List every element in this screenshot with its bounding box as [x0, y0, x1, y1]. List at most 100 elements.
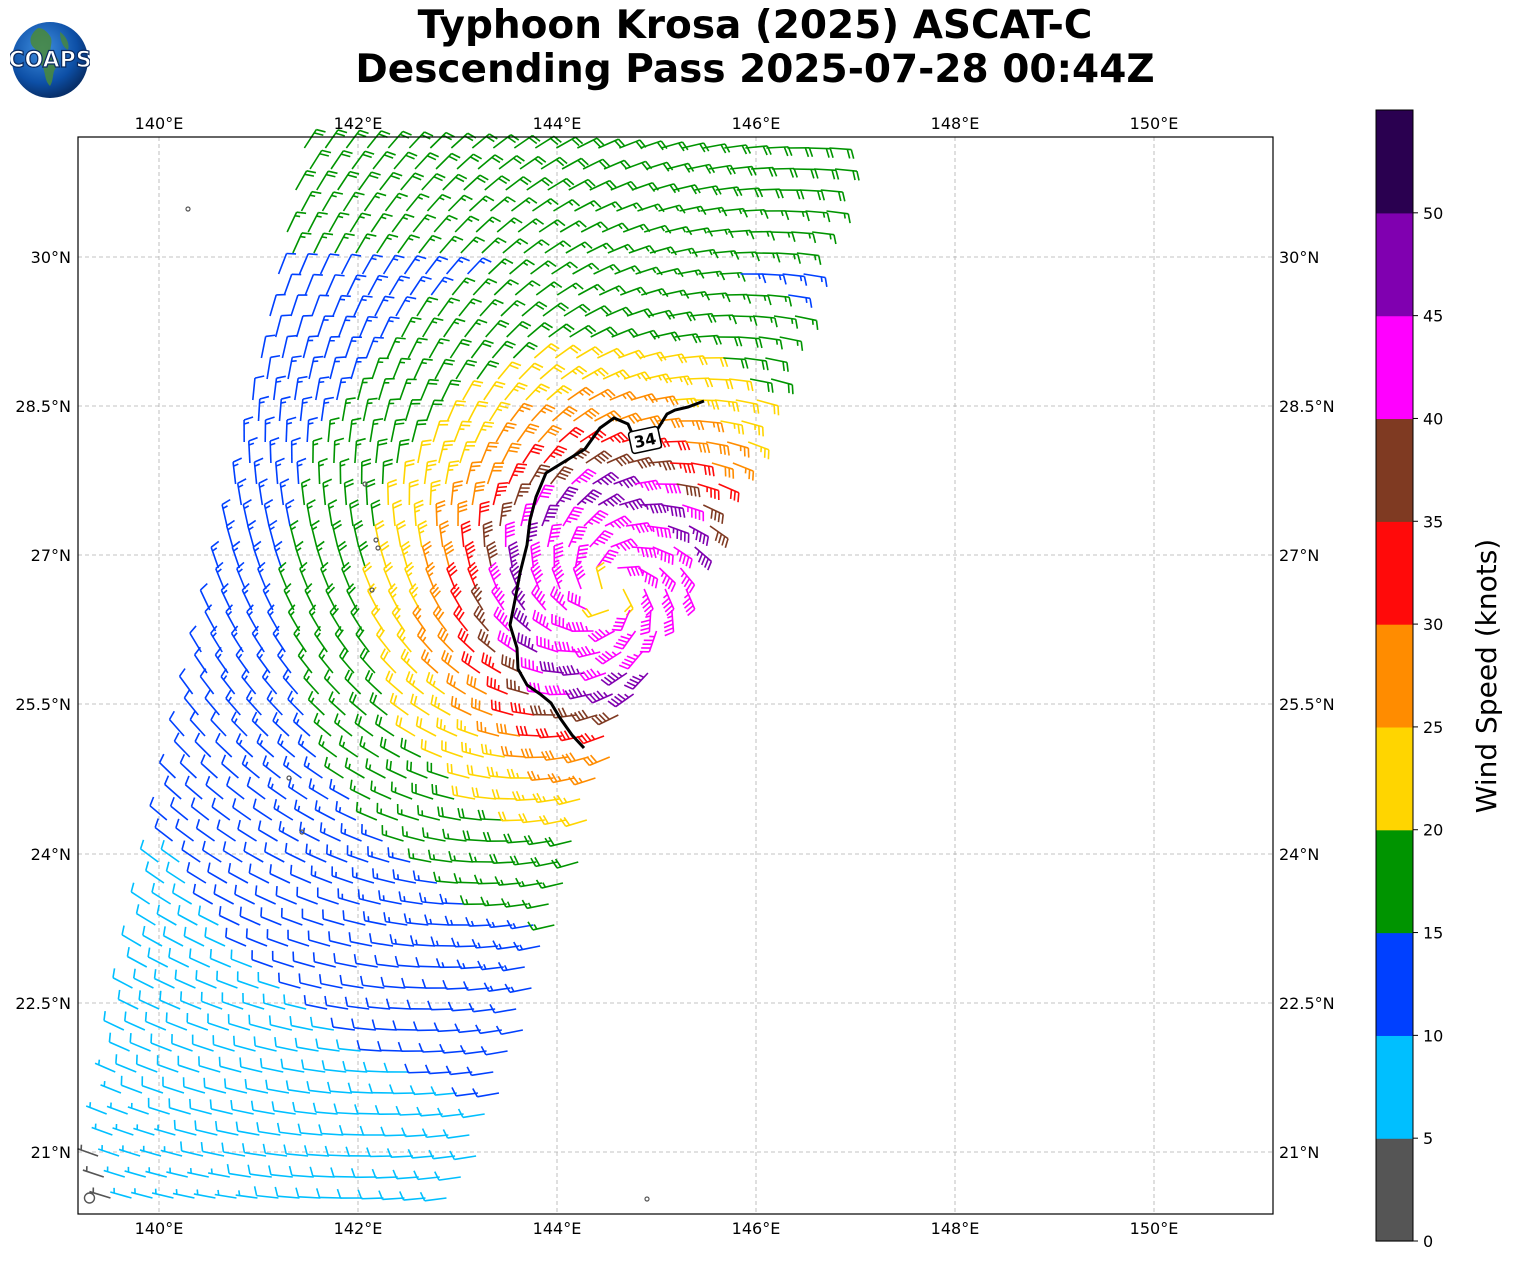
- wind-barb: [280, 1058, 305, 1073]
- wind-barb: [138, 990, 160, 1010]
- wind-barb: [276, 1122, 302, 1136]
- wind-barb: [241, 754, 260, 779]
- wind-barb: [289, 864, 312, 884]
- wind-barb: [320, 396, 335, 422]
- wind-barb: [592, 471, 620, 486]
- wind-barb: [303, 128, 326, 149]
- wind-barb: [338, 735, 359, 758]
- wind-barb: [708, 378, 734, 390]
- wind-barb: [330, 1167, 356, 1178]
- colorbar-segment: [1376, 315, 1413, 420]
- colorbar-tick-label: 45: [1423, 307, 1443, 326]
- wind-barb: [587, 628, 615, 643]
- wind-barb: [200, 991, 223, 1010]
- wind-barb: [273, 540, 283, 569]
- wind-barb: [491, 583, 505, 611]
- wind-barb: [796, 252, 822, 265]
- wind-barb: [480, 743, 505, 758]
- wind-barb: [661, 588, 675, 617]
- wind-barb: [127, 1102, 149, 1115]
- wind-barb: [209, 948, 232, 968]
- wind-barb: [292, 951, 315, 968]
- wind-barb: [170, 796, 189, 821]
- wind-barb: [731, 315, 758, 326]
- wind-barb: [485, 918, 513, 929]
- wind-barb: [279, 478, 290, 506]
- wind-barb: [567, 590, 589, 611]
- wind-barb: [225, 689, 241, 716]
- wind-barb: [465, 916, 492, 927]
- wind-barb: [281, 334, 297, 359]
- wind-barb: [130, 1188, 153, 1199]
- wind-barb: [649, 246, 678, 256]
- wind-barb: [201, 840, 222, 863]
- wind-barb: [369, 417, 384, 443]
- wind-barb: [389, 692, 409, 716]
- wind-barb: [726, 441, 750, 458]
- wind-barb: [429, 583, 442, 611]
- wind-barb: [266, 354, 281, 380]
- wind-barb: [400, 316, 422, 338]
- wind-barb: [555, 486, 579, 506]
- wind-barb: [336, 376, 352, 401]
- wind-barb: [470, 583, 484, 611]
- colorbar-label: Wind Speed (knots): [1470, 539, 1503, 813]
- wind-barb: [345, 129, 369, 149]
- wind-barb: [547, 177, 575, 191]
- wind-barb: [424, 914, 450, 926]
- wind-barb: [520, 748, 547, 759]
- wind-barb: [158, 753, 176, 779]
- wind-barb: [103, 1011, 125, 1031]
- wind-barb: [284, 499, 295, 527]
- wind-barb: [350, 1168, 377, 1179]
- wind-barb: [324, 756, 344, 779]
- wind-barb: [275, 886, 297, 905]
- wind-barb: [413, 1170, 440, 1181]
- wind-barb: [419, 1191, 447, 1202]
- wind-barb: [395, 296, 417, 317]
- wind-barb: [707, 228, 734, 239]
- wind-barb: [325, 274, 345, 296]
- wind-barb: [485, 319, 510, 338]
- island: [286, 775, 292, 781]
- wind-barb: [421, 1128, 449, 1139]
- wind-barb: [154, 1124, 176, 1136]
- wind-barb: [236, 561, 246, 590]
- wind-barb: [634, 479, 662, 492]
- wind-barb: [327, 417, 340, 443]
- wind-barb: [262, 755, 281, 779]
- wind-barb: [339, 458, 350, 485]
- wind-barb: [216, 819, 236, 842]
- wind-barb: [540, 156, 568, 170]
- wind-barb: [239, 1057, 263, 1073]
- wind-barb: [582, 754, 611, 767]
- wind-barb: [278, 820, 299, 842]
- wind-barb: [221, 1142, 246, 1157]
- wind-barb: [300, 190, 322, 212]
- wind-barb: [336, 540, 348, 569]
- wind-barb: [460, 520, 472, 548]
- wind-barb: [171, 883, 193, 905]
- wind-barb: [446, 400, 466, 422]
- wind-barb: [526, 176, 553, 191]
- wind-barb: [416, 805, 441, 821]
- wind-barb: [450, 480, 463, 506]
- lon-label-bottom: 148°E: [931, 1219, 980, 1238]
- wind-barb: [570, 709, 598, 723]
- wind-barb: [100, 1081, 122, 1094]
- wind-barb: [416, 626, 433, 653]
- wind-barb: [453, 420, 472, 443]
- wind-barb: [561, 752, 589, 764]
- wind-barb: [306, 1081, 332, 1094]
- wind-barb: [220, 582, 232, 611]
- wind-barb: [174, 969, 196, 989]
- wind-barb: [285, 1080, 311, 1094]
- wind-barb: [394, 955, 420, 968]
- wind-barb: [826, 210, 851, 224]
- contour-label: 34: [632, 429, 658, 452]
- wind-barb: [404, 561, 415, 590]
- wind-barb: [584, 305, 612, 317]
- wind-barb: [691, 248, 719, 259]
- wind-barb: [567, 621, 594, 632]
- wind-barb: [328, 691, 346, 716]
